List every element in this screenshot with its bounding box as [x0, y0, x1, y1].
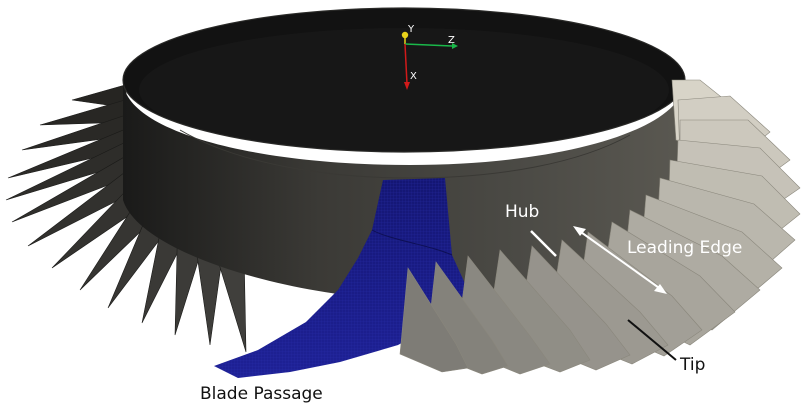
label-leading-edge: Leading Edge	[627, 238, 743, 258]
label-hub: Hub	[505, 202, 540, 222]
axis-label-z: Z	[448, 35, 455, 46]
leading-edge-arrowhead-bottom	[654, 284, 667, 294]
label-blade-passage: Blade Passage	[200, 384, 323, 404]
label-tip: Tip	[680, 355, 706, 375]
annotation-lines	[530, 226, 677, 361]
right-blade-fan	[399, 79, 801, 375]
axis-label-y: Y	[408, 24, 415, 35]
leading-edge-arrowhead-top	[573, 226, 586, 236]
axis-triad	[401, 31, 458, 90]
blade	[399, 267, 469, 373]
tip-pointer	[627, 319, 677, 361]
axis-label-x: X	[410, 71, 417, 82]
hub-pointer	[530, 230, 557, 257]
leading-edge-arrow	[577, 229, 663, 291]
